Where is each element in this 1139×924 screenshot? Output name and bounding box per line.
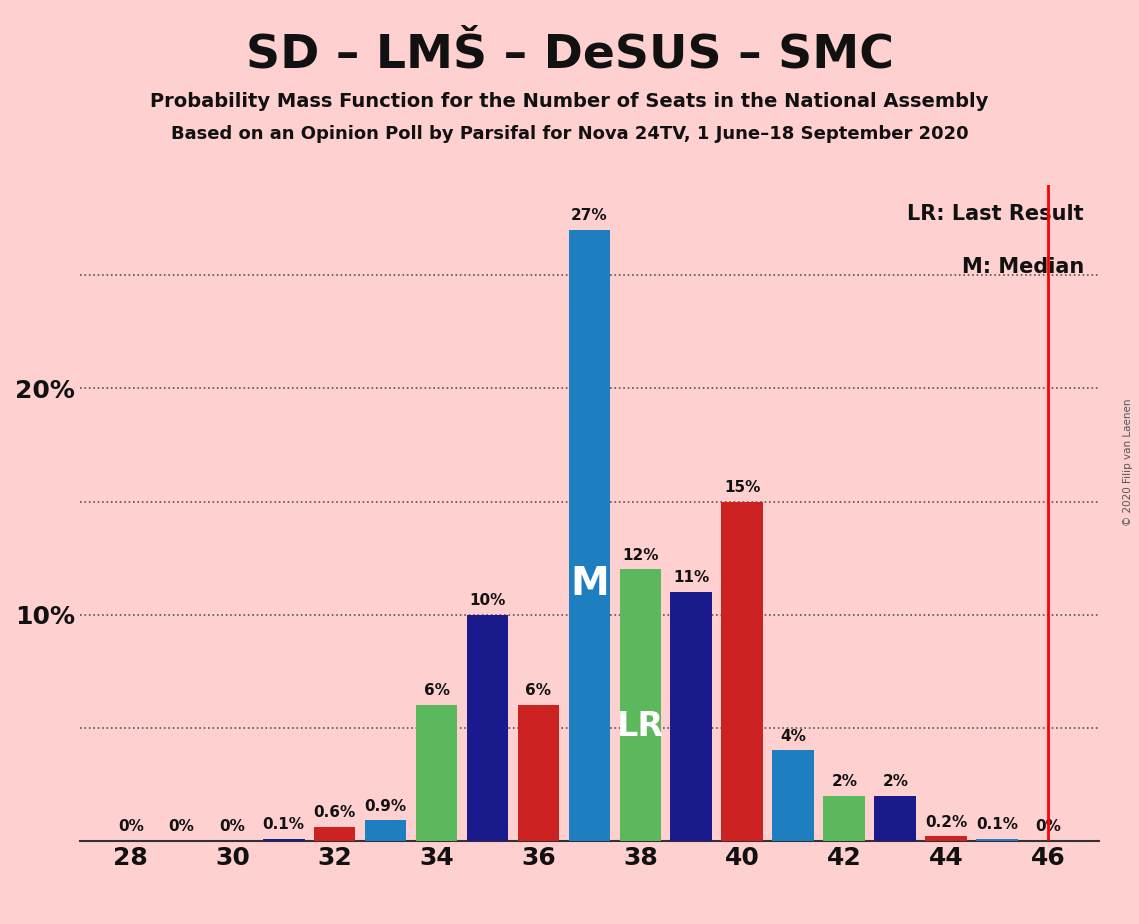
Text: 10%: 10% — [469, 593, 506, 608]
Text: 6%: 6% — [525, 684, 551, 699]
Bar — [416, 705, 458, 841]
Bar — [772, 750, 814, 841]
Text: 0%: 0% — [169, 819, 195, 834]
Text: 2%: 2% — [883, 773, 908, 789]
Text: 0.1%: 0.1% — [976, 817, 1018, 832]
Text: 0%: 0% — [1035, 819, 1062, 834]
Text: 6%: 6% — [424, 684, 450, 699]
Text: 15%: 15% — [724, 480, 761, 494]
Text: 27%: 27% — [571, 208, 608, 224]
Text: LR: Last Result: LR: Last Result — [908, 204, 1084, 225]
Bar — [568, 230, 611, 841]
Text: 4%: 4% — [780, 728, 806, 744]
Text: 0%: 0% — [117, 819, 144, 834]
Text: Probability Mass Function for the Number of Seats in the National Assembly: Probability Mass Function for the Number… — [150, 92, 989, 112]
Text: 2%: 2% — [831, 773, 858, 789]
Text: LR: LR — [617, 711, 664, 743]
Text: 0%: 0% — [220, 819, 246, 834]
Bar — [925, 836, 967, 841]
Bar — [671, 592, 712, 841]
Bar — [620, 569, 662, 841]
Bar — [467, 614, 508, 841]
Bar — [721, 502, 763, 841]
Bar — [976, 839, 1018, 841]
Bar — [263, 839, 304, 841]
Text: Based on an Opinion Poll by Parsifal for Nova 24TV, 1 June–18 September 2020: Based on an Opinion Poll by Parsifal for… — [171, 125, 968, 142]
Text: SD – LMŠ – DeSUS – SMC: SD – LMŠ – DeSUS – SMC — [246, 32, 893, 78]
Bar — [313, 827, 355, 841]
Text: 12%: 12% — [622, 548, 658, 563]
Bar — [364, 821, 407, 841]
Text: 11%: 11% — [673, 570, 710, 585]
Text: M: Median: M: Median — [961, 257, 1084, 277]
Text: 0.1%: 0.1% — [263, 817, 304, 832]
Text: M: M — [570, 565, 609, 603]
Bar — [875, 796, 916, 841]
Text: 0.2%: 0.2% — [925, 815, 967, 830]
Text: © 2020 Filip van Laenen: © 2020 Filip van Laenen — [1123, 398, 1132, 526]
Text: 0.6%: 0.6% — [313, 806, 355, 821]
Bar — [517, 705, 559, 841]
Text: 0.9%: 0.9% — [364, 798, 407, 814]
Bar — [823, 796, 866, 841]
